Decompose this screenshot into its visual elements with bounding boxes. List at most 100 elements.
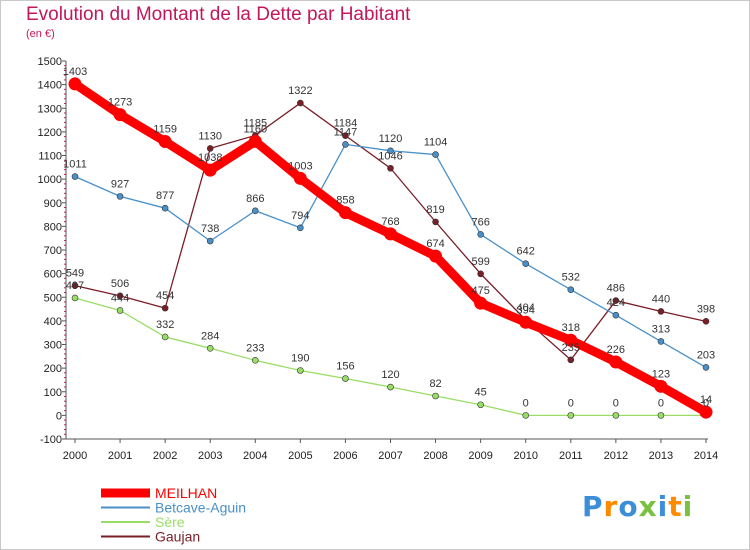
x-tick-label: 2008: [423, 450, 447, 462]
y-tick-label: 1000: [38, 174, 62, 186]
data-label: 1147: [334, 126, 358, 138]
data-label: 1403: [63, 66, 87, 78]
data-label: 156: [336, 361, 354, 373]
x-tick-label: 2006: [333, 450, 357, 462]
data-label: 1046: [378, 150, 402, 162]
data-point: [477, 231, 484, 238]
data-point: [161, 304, 169, 312]
data-point: [609, 355, 623, 369]
y-tick-label: 1400: [38, 80, 62, 92]
y-tick-label: 200: [44, 363, 62, 375]
data-label: 1184: [334, 118, 358, 130]
data-label: 1120: [379, 133, 403, 145]
y-tick-label: 1100: [38, 151, 62, 163]
data-label: 1160: [243, 123, 267, 135]
data-point: [161, 333, 169, 341]
data-label: 506: [111, 278, 129, 290]
logo-letter: i: [657, 490, 669, 523]
data-point: [702, 318, 710, 325]
data-point: [702, 364, 710, 371]
data-label: 190: [291, 352, 309, 364]
data-point: [612, 412, 620, 419]
data-label: 0: [613, 397, 619, 409]
data-point: [342, 141, 349, 148]
x-tick-label: 2014: [694, 450, 718, 462]
legend-label: Sère: [155, 514, 185, 530]
x-tick-label: 2012: [604, 450, 628, 462]
data-label: 486: [607, 283, 625, 295]
x-tick-label: 2000: [63, 450, 87, 462]
data-point: [654, 379, 668, 393]
data-label: 794: [291, 210, 309, 222]
data-point: [297, 99, 304, 107]
data-point: [206, 145, 214, 152]
data-label: 549: [66, 268, 84, 280]
data-label: 877: [156, 190, 174, 202]
legend-label: Gaujan: [155, 529, 200, 545]
x-tick-label: 2013: [649, 450, 673, 462]
data-point: [477, 401, 484, 409]
data-label: 123: [652, 368, 670, 380]
series-layer: 1403 1273 1159 1038 1160 1003 858 768 674 475 394 3…: [63, 66, 715, 419]
chart-subtitle: (en €): [26, 28, 55, 40]
data-label: 226: [607, 344, 625, 356]
legend-label: Betcave-Aguin: [155, 500, 246, 516]
legend-label: MEILHAN: [155, 485, 217, 501]
data-point: [522, 260, 530, 268]
x-tick-label: 2001: [108, 450, 132, 462]
data-label: 1273: [108, 97, 132, 109]
data-label: 1322: [288, 85, 312, 97]
proxiti-logo: Proxiti: [582, 490, 693, 523]
data-point: [657, 308, 665, 315]
data-label: 318: [562, 322, 580, 334]
data-label: 738: [201, 223, 219, 235]
y-tick-label: 500: [44, 292, 62, 304]
data-label: 440: [652, 293, 670, 305]
data-label: 235: [562, 342, 580, 354]
data-label: 444: [111, 292, 129, 304]
data-point: [116, 292, 124, 300]
data-point: [432, 218, 439, 226]
data-label: 927: [111, 178, 129, 190]
data-label: 233: [246, 342, 264, 354]
data-label: 766: [471, 216, 489, 228]
series-betcave-aguin: [71, 141, 710, 371]
data-label: 454: [156, 290, 174, 302]
data-point: [161, 204, 169, 212]
data-point: [203, 163, 217, 177]
data-point: [429, 249, 443, 263]
data-point: [297, 224, 304, 232]
data-point: [297, 367, 304, 374]
data-label: 203: [697, 349, 715, 361]
data-label: 819: [426, 204, 444, 216]
data-label: 0: [658, 397, 664, 409]
x-tick-label: 2005: [288, 450, 312, 462]
data-label: 1003: [288, 160, 312, 172]
data-point: [567, 356, 575, 364]
data-label: 0: [523, 397, 529, 409]
x-tick-label: 2007: [378, 450, 402, 462]
data-label: 1185: [243, 117, 267, 129]
data-label: 404: [517, 302, 535, 314]
data-point: [522, 412, 530, 419]
chart-title: Evolution du Montant de la Dette par Hab…: [26, 4, 411, 25]
data-label: 332: [156, 319, 174, 331]
data-point: [116, 193, 124, 200]
data-point: [387, 383, 394, 391]
data-label: 1130: [198, 130, 222, 142]
data-label: 0: [568, 397, 574, 409]
x-tick-label: 2002: [153, 450, 177, 462]
y-tick-label: 800: [44, 221, 62, 233]
axes: -100010020030040050060070080090010001100…: [38, 56, 719, 462]
data-label: 599: [471, 256, 489, 268]
data-label: 1011: [63, 159, 87, 171]
x-tick-label: 2011: [559, 450, 583, 462]
data-point: [113, 108, 127, 122]
data-point: [567, 412, 575, 419]
data-point: [116, 307, 124, 314]
y-tick-label: 400: [44, 316, 62, 328]
logo-letter: t: [668, 490, 683, 523]
y-tick-label: -100: [40, 434, 62, 446]
data-label: 768: [381, 216, 399, 228]
